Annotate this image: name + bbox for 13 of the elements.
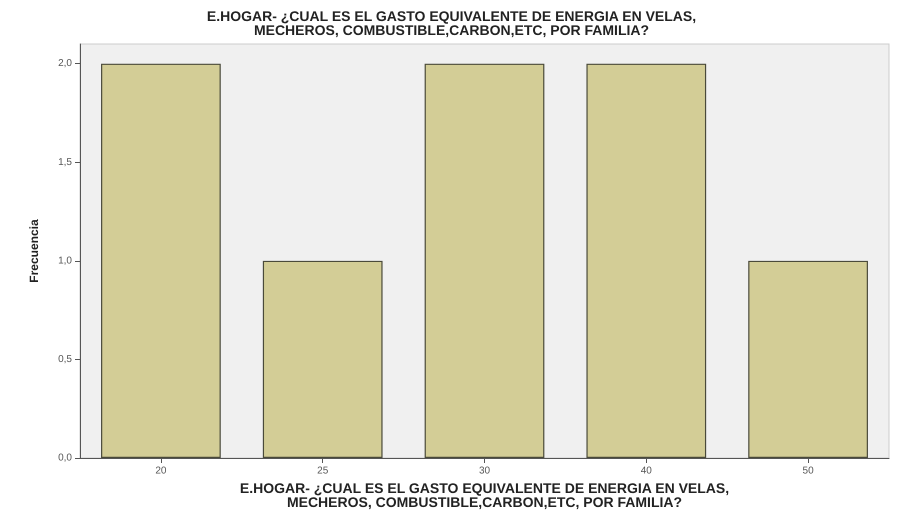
x-tick-label: 25 (317, 466, 329, 476)
x-axis-title: E.HOGAR- ¿CUAL ES EL GASTO EQUIVALENTE DE ENERGIA EN VELAS, MECHEROS, COMBUSTIBLE,CARBON,ETC, POR FAMILIA? (240, 480, 730, 510)
chart-title: E.HOGAR- ¿CUAL ES EL GASTO EQUIVALENTE DE ENERGIA EN VELAS, MECHEROS, COMBUSTIBLE,CARBON,ETC, POR FAMILIA? (206, 8, 696, 38)
x-tick-label: 40 (640, 466, 652, 476)
y-tick-label: 0,0 (58, 452, 72, 464)
y-tick-label: 0,5 (58, 354, 72, 365)
x-tick-label: 50 (802, 466, 814, 476)
x-tick-label: 30 (478, 466, 490, 476)
y-tick-label: 1,0 (58, 255, 72, 266)
y-axis-title: Frecuencia (27, 219, 41, 283)
x-tick-label: 20 (155, 466, 167, 476)
y-tick-label: 2,0 (58, 58, 72, 70)
y-tick-label: 1,5 (58, 156, 72, 168)
